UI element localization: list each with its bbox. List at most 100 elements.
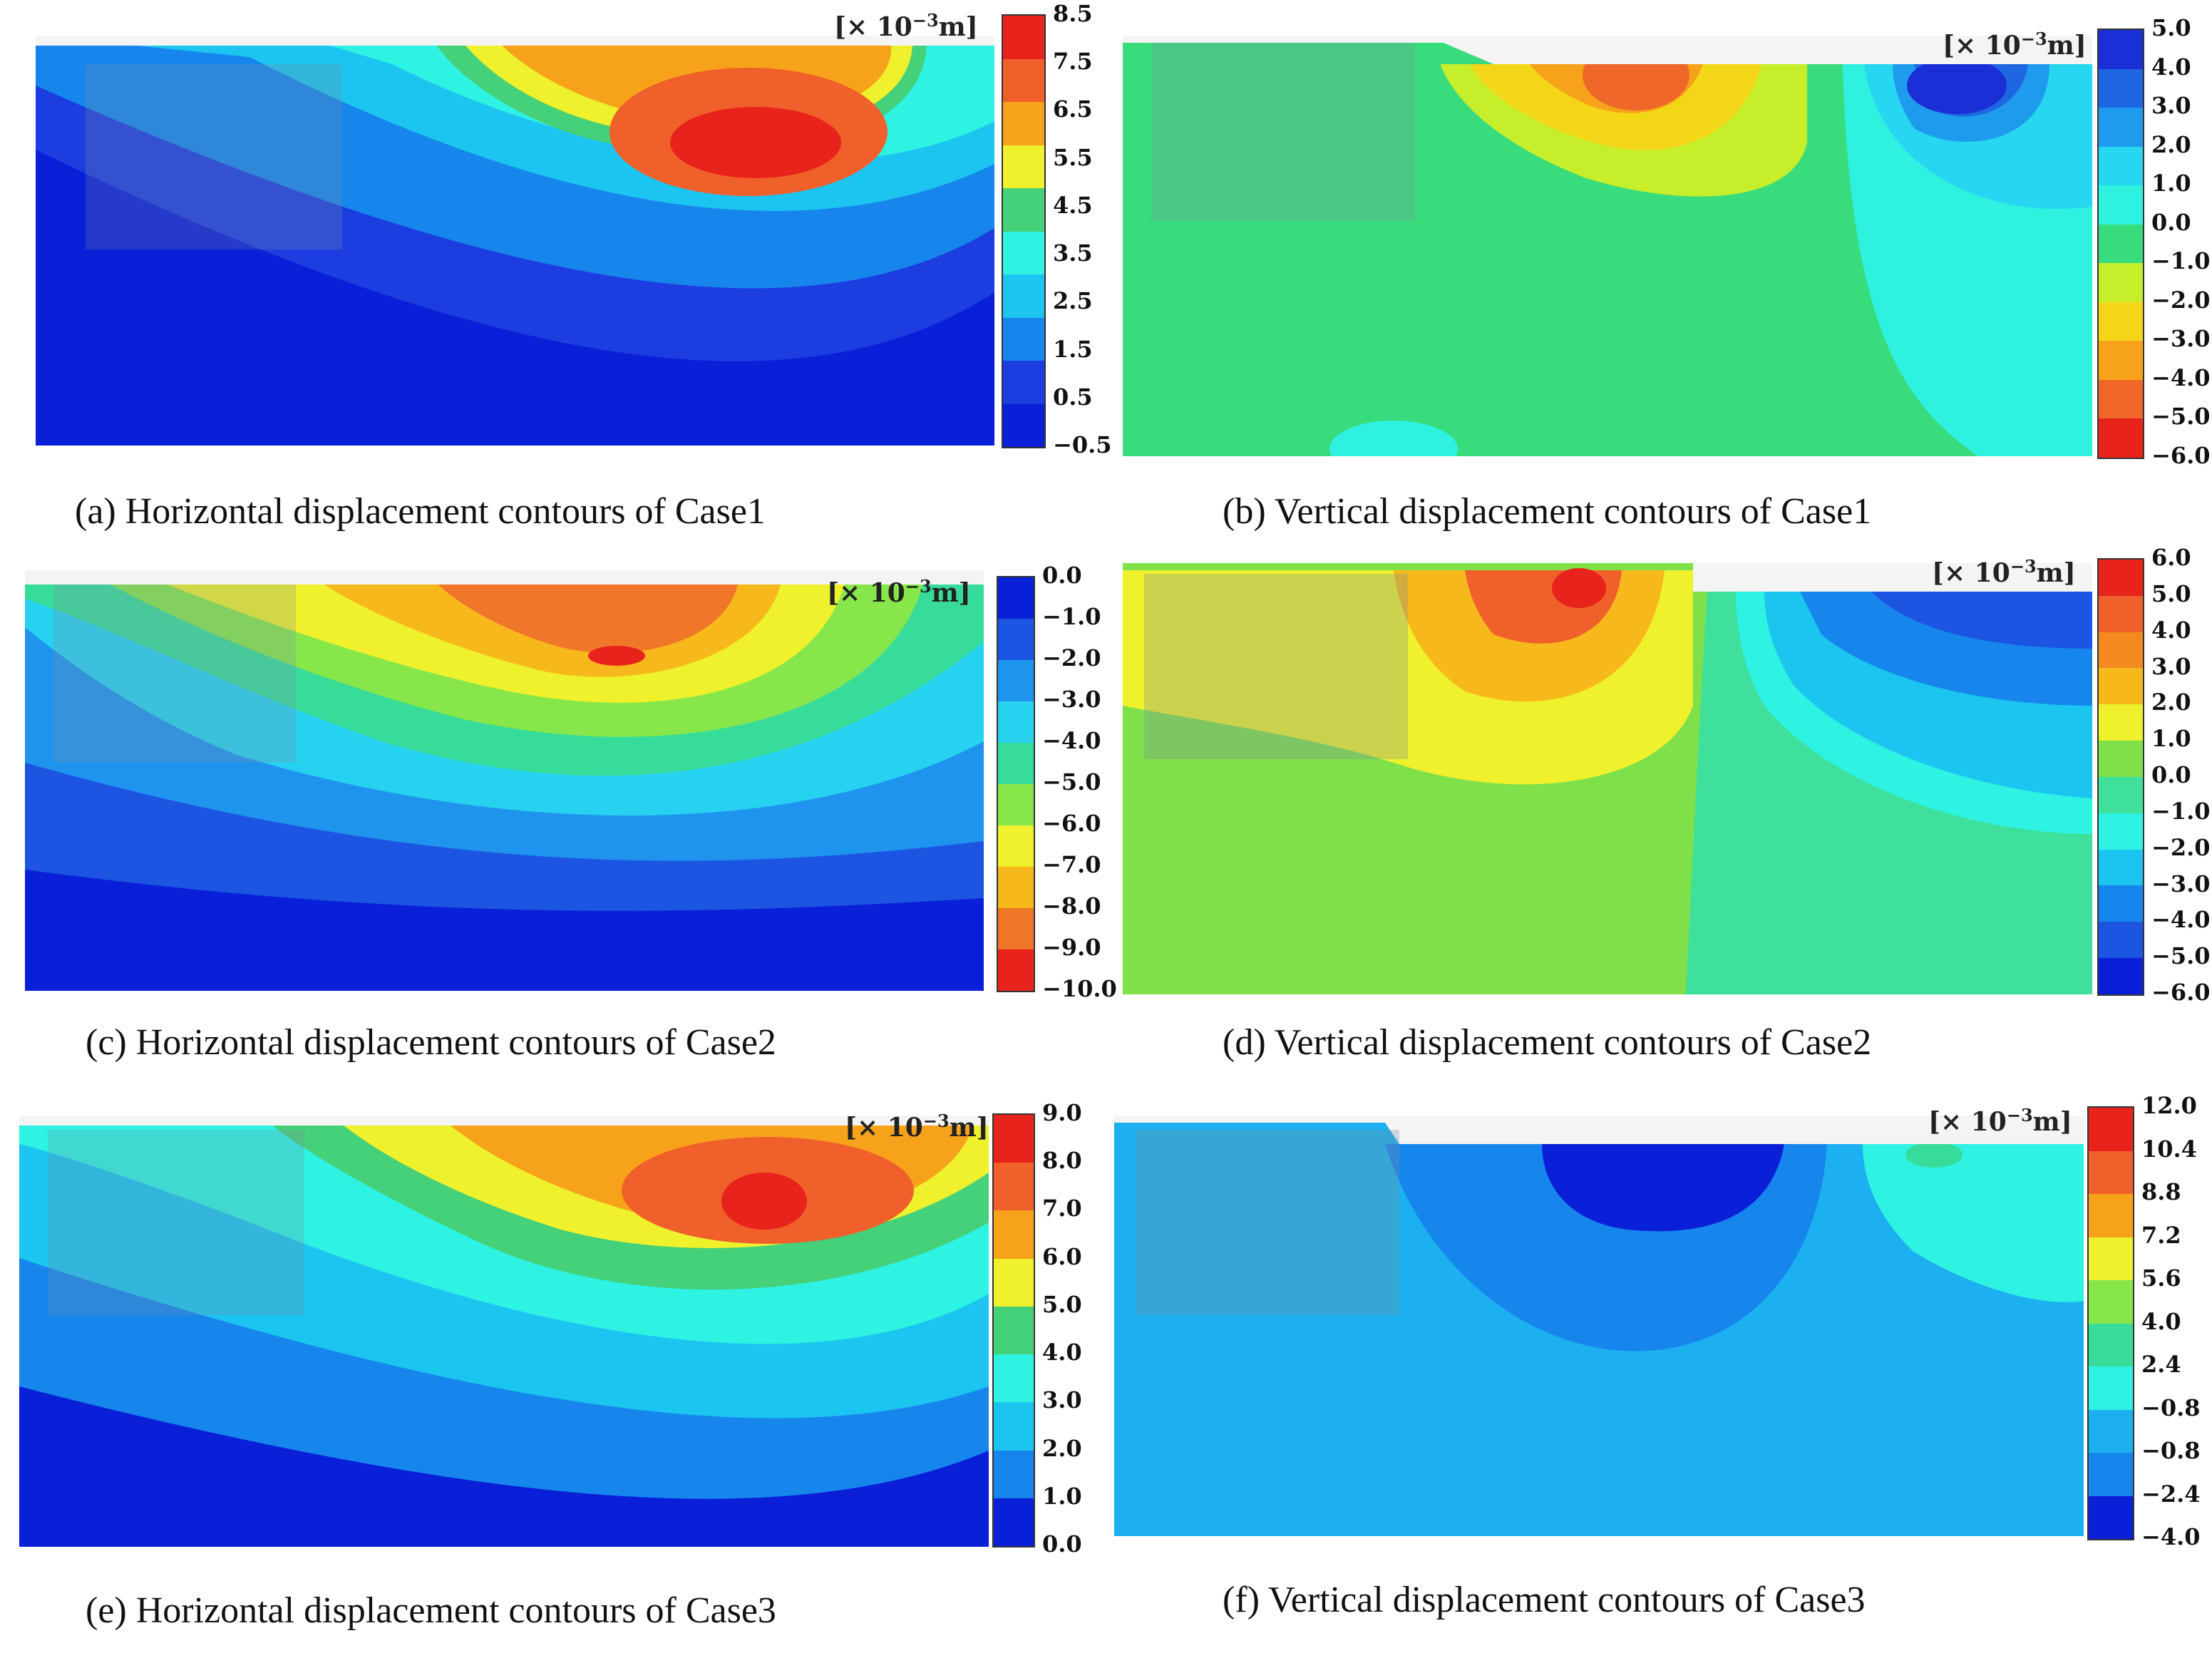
legend-band xyxy=(998,784,1034,825)
legend-band xyxy=(2099,108,2143,147)
caption-a: (a) Horizontal displacement contours of … xyxy=(75,491,766,532)
legend-tick-label: 0.5 xyxy=(1053,383,1093,411)
displacement-field-a xyxy=(36,36,994,446)
unit-label-b: [× 10−3m] xyxy=(1943,29,2087,61)
color-legend-c xyxy=(997,576,1035,992)
legend-band xyxy=(1003,188,1044,232)
legend-band xyxy=(2099,418,2143,458)
legend-band xyxy=(2089,1194,2133,1237)
legend-band xyxy=(2099,560,2143,596)
legend-tick-label: −6.0 xyxy=(1042,810,1101,837)
legend-band xyxy=(998,577,1034,619)
legend-tick-label: 5.0 xyxy=(2151,14,2191,41)
legend-tick-label: 6.5 xyxy=(1053,96,1093,123)
legend-tick-label: −4.0 xyxy=(1042,727,1101,754)
legend-tick-label: −6.0 xyxy=(2151,979,2211,1006)
legend-band xyxy=(2099,741,2143,777)
displacement-field-b xyxy=(1123,36,2092,456)
legend-tick-label: −4.0 xyxy=(2151,906,2211,934)
legend-tick-label: 8.8 xyxy=(2141,1178,2181,1205)
legend-band xyxy=(2099,776,2143,813)
legend-tick-label: 1.5 xyxy=(1053,335,1093,363)
legend-band xyxy=(998,867,1034,908)
legend-tick-label: −2.0 xyxy=(2151,286,2211,314)
legend-tick-label: −3.0 xyxy=(2151,325,2211,353)
legend-tick-label: 4.5 xyxy=(1053,191,1093,219)
legend-tick-label: 1.0 xyxy=(2151,170,2191,197)
legend-tick-label: 2.5 xyxy=(1053,287,1093,315)
legend-band xyxy=(2089,1495,2133,1539)
legend-tick-label: 0.0 xyxy=(2151,208,2191,236)
legend-tick-label: 9.0 xyxy=(1042,1099,1082,1126)
legend-band xyxy=(2099,263,2143,302)
legend-band xyxy=(2099,379,2143,419)
legend-band xyxy=(1003,145,1044,188)
legend-band xyxy=(998,619,1034,660)
legend-tick-label: −5.0 xyxy=(2151,403,2211,431)
color-legend-a xyxy=(1002,14,1046,448)
legend-band xyxy=(2089,1323,2133,1366)
legend-tick-label: 5.5 xyxy=(1053,143,1093,171)
legend-tick-label: −3.0 xyxy=(2151,870,2211,897)
legend-tick-label: 7.0 xyxy=(1042,1195,1082,1222)
legend-tick-label: −0.8 xyxy=(2141,1394,2201,1421)
legend-band xyxy=(2089,1366,2133,1410)
displacement-field-c xyxy=(25,570,984,991)
legend-band xyxy=(2089,1409,2133,1453)
legend-tick-label: 2.0 xyxy=(2151,689,2191,716)
legend-band xyxy=(2099,958,2143,994)
legend-band xyxy=(1003,16,1044,59)
legend-tick-label: −4.0 xyxy=(2141,1523,2201,1550)
legend-band xyxy=(2099,595,2143,632)
legend-tick-label: 3.0 xyxy=(2151,652,2191,680)
unit-label-a: [× 10−3m] xyxy=(834,10,978,42)
legend-tick-label: 4.0 xyxy=(2141,1307,2181,1335)
caption-f: (f) Vertical displacement contours of Ca… xyxy=(1223,1580,1866,1620)
legend-band xyxy=(994,1498,1034,1546)
legend-tick-label: 4.0 xyxy=(2151,616,2191,644)
legend-band xyxy=(2089,1150,2133,1194)
legend-tick-label: 8.0 xyxy=(1042,1147,1082,1175)
legend-tick-label: 6.0 xyxy=(1042,1242,1082,1270)
contour-plot-e xyxy=(19,1116,989,1547)
legend-band xyxy=(1003,231,1044,274)
legend-band xyxy=(2089,1280,2133,1324)
legend-band xyxy=(994,1258,1034,1307)
legend-band xyxy=(994,1306,1034,1355)
legend-tick-label: −2.0 xyxy=(2151,833,2211,861)
legend-tick-label: −4.0 xyxy=(2151,364,2211,391)
legend-tick-label: −5.0 xyxy=(1042,768,1101,795)
legend-band xyxy=(994,1163,1034,1211)
legend-band xyxy=(998,949,1034,991)
displacement-field-f xyxy=(1114,1116,2084,1536)
legend-band xyxy=(994,1402,1034,1451)
legend-tick-label: −5.0 xyxy=(2151,942,2211,970)
legend-tick-label: 10.4 xyxy=(2141,1135,2197,1163)
caption-b: (b) Vertical displacement contours of Ca… xyxy=(1223,491,1872,532)
legend-band xyxy=(2089,1453,2133,1496)
legend-tick-label: 2.0 xyxy=(2151,130,2191,158)
unit-label-d: [× 10−3m] xyxy=(1932,556,2076,588)
legend-band xyxy=(998,701,1034,743)
legend-band xyxy=(2099,302,2143,341)
legend-tick-label: 3.5 xyxy=(1053,240,1093,267)
legend-tick-label: 2.4 xyxy=(2141,1351,2181,1378)
legend-band xyxy=(998,743,1034,784)
legend-tick-label: −6.0 xyxy=(2151,442,2211,469)
legend-band xyxy=(2099,68,2143,108)
legend-band xyxy=(998,825,1034,867)
legend-band xyxy=(1003,403,1044,447)
legend-tick-label: 0.0 xyxy=(1042,562,1082,589)
legend-tick-label: −2.0 xyxy=(1042,644,1101,671)
caption-d: (d) Vertical displacement contours of Ca… xyxy=(1223,1022,1872,1063)
legend-tick-label: −1.0 xyxy=(2151,797,2211,825)
legend-tick-label: 2.0 xyxy=(1042,1434,1082,1462)
legend-band xyxy=(2089,1237,2133,1280)
legend-band xyxy=(2099,813,2143,850)
legend-tick-label: 8.5 xyxy=(1053,0,1093,27)
legend-tick-label: −10.0 xyxy=(1042,975,1117,1002)
legend-tick-label: −0.5 xyxy=(1053,431,1112,458)
legend-band xyxy=(2089,1108,2133,1151)
legend-band xyxy=(2099,668,2143,705)
legend-tick-label: 5.0 xyxy=(2151,580,2191,607)
